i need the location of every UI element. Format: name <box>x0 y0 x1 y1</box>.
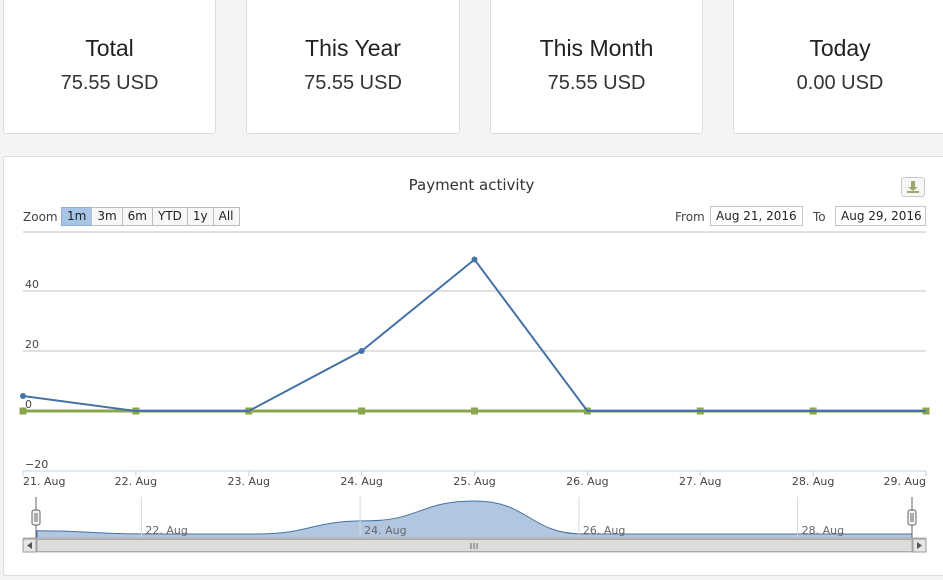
summary-card-total: Total 75.55 USD <box>3 0 216 134</box>
export-button[interactable] <box>901 177 925 197</box>
summary-month-value: 75.55 USD <box>547 72 646 94</box>
chart-title: Payment activity <box>408 176 535 194</box>
to-label: To <box>813 210 826 224</box>
summary-card-month: This Month 75.55 USD <box>490 0 703 134</box>
from-date-input[interactable]: Aug 21, 2016 <box>710 206 803 226</box>
zoom-all-button[interactable]: All <box>212 207 240 226</box>
zoom-ytd-button[interactable]: YTD <box>151 207 188 226</box>
summary-total-label: Total <box>85 35 134 61</box>
download-icon <box>907 181 919 193</box>
zoom-1y-button[interactable]: 1y <box>186 207 214 226</box>
from-label: From <box>675 210 705 224</box>
summary-card-today: Today 0.00 USD <box>733 0 943 134</box>
summary-year-label: This Year <box>305 35 401 61</box>
summary-today-label: Today <box>809 35 871 61</box>
summary-total-value: 75.55 USD <box>60 72 159 94</box>
summary-month-label: This Month <box>539 35 654 61</box>
zoom-button-group: 1m 3m 6m YTD 1y All <box>61 207 240 226</box>
zoom-6m-button[interactable]: 6m <box>121 207 153 226</box>
summary-today-value: 0.00 USD <box>796 72 884 94</box>
to-date-input[interactable]: Aug 29, 2016 <box>835 206 926 226</box>
zoom-label: Zoom <box>23 210 58 224</box>
summary-year-value: 75.55 USD <box>304 72 402 94</box>
zoom-1m-button[interactable]: 1m <box>61 207 93 226</box>
zoom-3m-button[interactable]: 3m <box>91 207 123 226</box>
summary-card-year: This Year 75.55 USD <box>246 0 460 134</box>
